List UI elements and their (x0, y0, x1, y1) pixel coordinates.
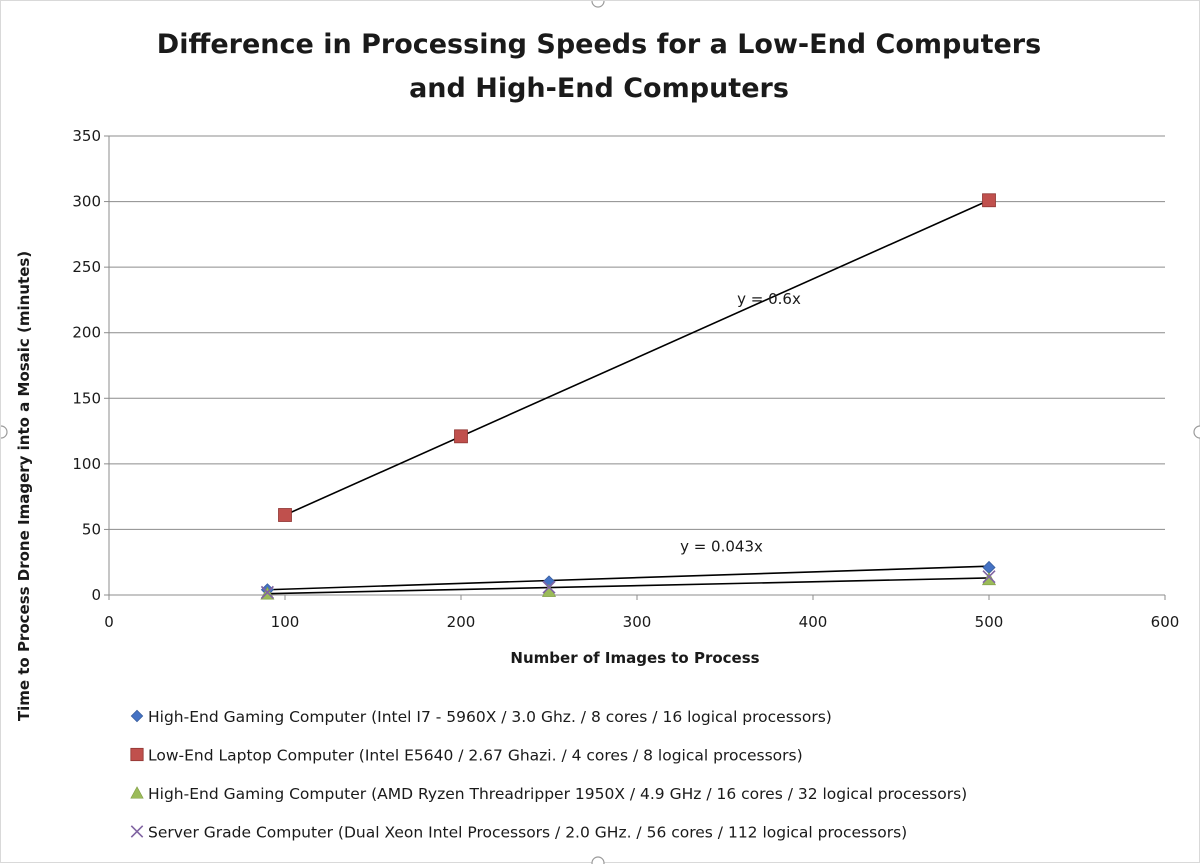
trendline-2 (267, 565, 990, 591)
y-tick-label-100: 100 (72, 455, 101, 473)
x-tick-label-0: 0 (104, 613, 114, 631)
chart-title-line-2: and High-End Computers (409, 73, 789, 104)
legend-label-3: High-End Gaming Computer (AMD Ryzen Thre… (148, 785, 967, 803)
resize-handle-top[interactable] (591, 1, 605, 8)
data-point-s4-3 (982, 570, 996, 584)
legend-label-4: Server Grade Computer (Dual Xeon Intel P… (148, 824, 907, 842)
y-axis-title: Time to Process Drone Imagery into a Mos… (15, 251, 33, 721)
trendline-equation-2: y = 0.043x (680, 538, 763, 556)
legend-label-1: High-End Gaming Computer (Intel I7 - 596… (148, 708, 832, 726)
x-tick-label-600: 600 (1151, 613, 1180, 631)
legend-marker-2 (130, 747, 144, 762)
y-tick-label-200: 200 (72, 324, 101, 342)
legend-marker-1 (130, 709, 144, 723)
gridlines (109, 135, 1165, 530)
trendline-3 (267, 577, 990, 595)
data-point-s4-1 (260, 585, 274, 599)
data-markers (260, 193, 997, 600)
trendlines (267, 199, 990, 595)
y-tick-label-150: 150 (72, 389, 101, 407)
y-tick-label-250: 250 (72, 258, 101, 276)
legend-marker-4 (130, 825, 144, 838)
y-tick-label-300: 300 (72, 193, 101, 211)
legend: High-End Gaming Computer (Intel I7 - 596… (130, 708, 967, 842)
y-tick-label-0: 0 (91, 586, 101, 604)
resize-handle-right[interactable] (1193, 425, 1200, 439)
axes: 0 50 100 150 200 250 300 350 0 100 200 300 400 500 600 (72, 127, 1179, 631)
y-tick-label-350: 350 (72, 127, 101, 145)
legend-marker-3 (130, 786, 144, 799)
data-point-s4-2 (542, 580, 556, 594)
x-tick-label-100: 100 (271, 613, 300, 631)
data-point-s2-2 (454, 429, 468, 444)
legend-label-2: Low-End Laptop Computer (Intel E5640 / 2… (148, 747, 803, 765)
x-tick-label-300: 300 (623, 613, 652, 631)
data-point-s2-1 (278, 508, 292, 522)
chart-title-line-1: Difference in Processing Speeds for a Lo… (157, 29, 1041, 60)
trendline-equation-1: y = 0.6x (737, 290, 801, 308)
y-tick-label-50: 50 (82, 520, 101, 538)
annotations: y = 0.6x y = 0.043x (680, 290, 801, 556)
resize-handle-left[interactable] (1, 425, 8, 439)
data-point-s2-3 (982, 193, 996, 208)
x-tick-label-500: 500 (975, 613, 1004, 631)
x-axis-title: Number of Images to Process (510, 649, 759, 667)
x-tick-label-200: 200 (447, 613, 476, 631)
x-tick-label-400: 400 (799, 613, 828, 631)
trendline-1 (284, 199, 990, 516)
